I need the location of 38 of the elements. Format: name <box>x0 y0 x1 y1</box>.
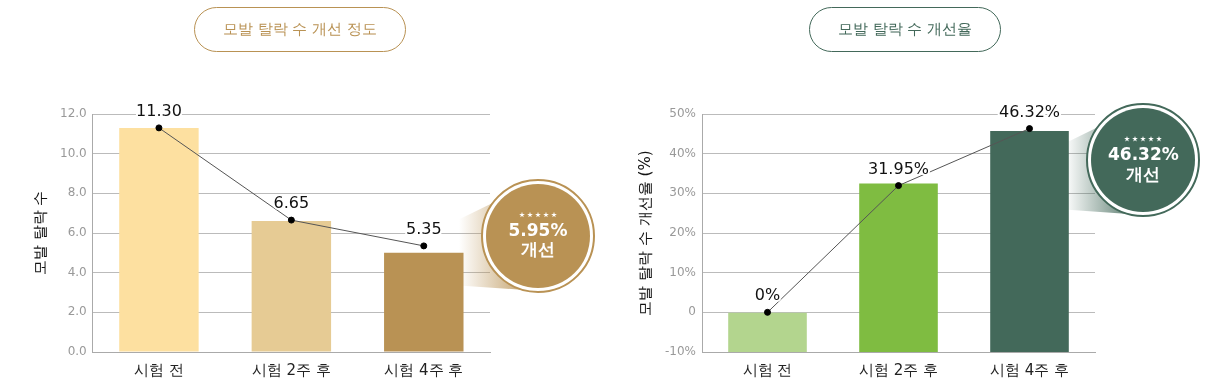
data-label: 46.32% <box>998 101 1061 121</box>
y-tick-label: 10.0 <box>60 145 87 160</box>
chart-title: 모발 탈락 수 개선율 <box>808 7 1002 52</box>
y-tick-label: -10% <box>664 344 696 359</box>
x-tick-label: 시험 전 <box>134 360 184 379</box>
y-tick-label: 12.0 <box>60 106 87 121</box>
y-tick-label: 50% <box>669 106 696 121</box>
data-label: 5.35 <box>405 219 442 239</box>
data-label: 11.30 <box>136 101 182 121</box>
x-tick-label: 시험 2주 후 <box>251 360 331 379</box>
y-tick-label: 4.0 <box>67 264 87 279</box>
y-tick-label: 8.0 <box>67 185 87 200</box>
x-tick-label: 시험 전 <box>742 360 793 379</box>
y-tick-label: 40% <box>669 145 696 160</box>
bar <box>119 127 199 352</box>
y-tick-label: 10% <box>669 264 696 279</box>
y-tick-label: 20% <box>669 225 696 240</box>
y-tick-label: 0 <box>688 304 696 319</box>
bar <box>384 252 464 352</box>
badge: 5.95% 개선 <box>481 178 595 293</box>
data-label: 31.95% <box>867 158 930 178</box>
y-tick-label: 6.0 <box>67 225 87 240</box>
y-tick-label: 2.0 <box>67 304 87 319</box>
x-tick-label: 시험 2주 후 <box>858 360 939 379</box>
bar <box>728 312 807 352</box>
y-axis-title: 모발 탈락 수 개선율 (%) <box>635 150 654 316</box>
y-tick-label: 30% <box>669 185 696 200</box>
x-tick-label: 시험 4주 후 <box>384 360 464 379</box>
y-axis-title: 모발 탈락 수 <box>30 190 49 276</box>
chart-title: 모발 탈락 수 개선 정도 <box>193 7 407 52</box>
bar <box>251 221 332 352</box>
y-tick-label: 0.0 <box>67 344 87 359</box>
data-label: 6.65 <box>273 193 310 213</box>
bar <box>859 183 938 352</box>
x-tick-label: 시험 4주 후 <box>989 360 1070 379</box>
badge: 46.32% 개선 <box>1086 103 1200 217</box>
data-label: 0% <box>754 285 781 305</box>
bar <box>990 131 1069 352</box>
